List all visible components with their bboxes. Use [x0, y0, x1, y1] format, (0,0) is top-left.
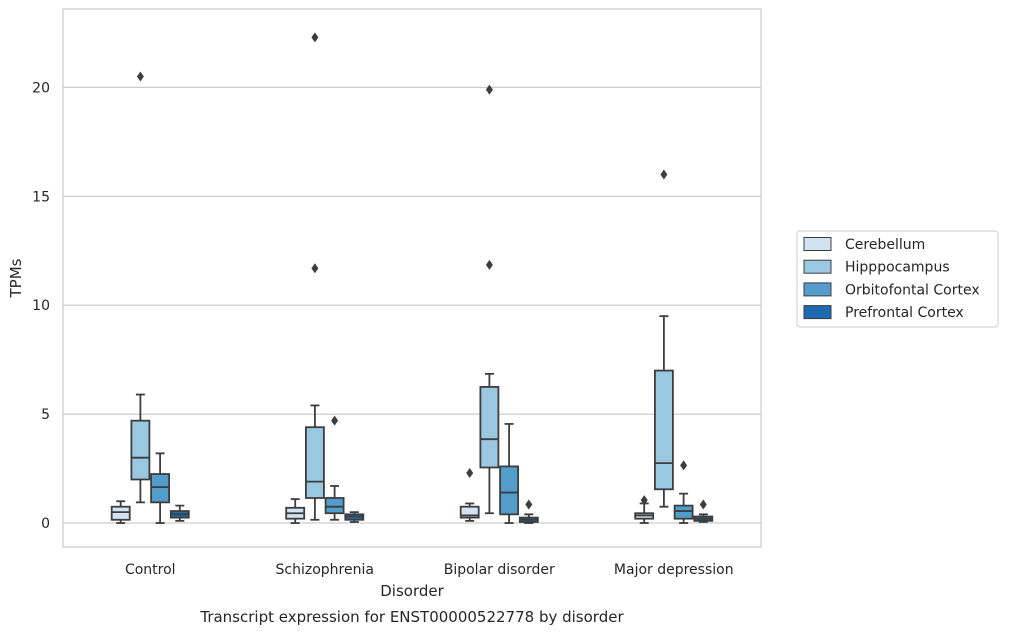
box-orbitofontal-cortex — [150, 452, 171, 524]
plot-frame — [62, 8, 762, 548]
box-body — [459, 505, 480, 519]
outlier-point — [311, 263, 319, 274]
x-axis-label: Disorder — [380, 582, 444, 600]
legend-label: Orbitofontal Cortex — [845, 282, 980, 298]
outlier-point — [136, 71, 144, 82]
x-tick-label: Control — [125, 562, 176, 578]
box-hipppocampus — [130, 71, 151, 504]
y-tick-label: 0 — [41, 516, 50, 532]
box-body — [324, 497, 345, 515]
outlier-point — [485, 259, 493, 270]
outlier-point — [699, 499, 707, 510]
box-body — [150, 473, 171, 504]
box-hipppocampus — [479, 84, 500, 515]
box-orbitofontal-cortex — [499, 423, 520, 524]
legend-label: Hipppocampus — [845, 260, 950, 276]
legend-swatch — [803, 282, 832, 297]
x-tick-label: Major depression — [614, 562, 734, 578]
box-prefrontal-cortex — [693, 499, 714, 523]
outlier-point — [331, 415, 339, 426]
box-body — [479, 386, 500, 469]
box-cerebellum — [459, 467, 480, 522]
box-prefrontal-cortex — [518, 499, 539, 524]
legend-swatch — [803, 305, 832, 320]
x-tick-label: Schizophrenia — [276, 562, 374, 578]
box-cerebellum — [110, 500, 131, 524]
box-body — [110, 505, 131, 521]
box-hipppocampus — [304, 32, 325, 521]
legend: Cerebellum Hipppocampus Orbitofontal Corte… — [796, 230, 999, 328]
box-orbitofontal-cortex — [324, 415, 345, 521]
y-tick-label: 20 — [32, 80, 50, 96]
box-body — [654, 369, 674, 491]
box-cerebellum — [285, 498, 306, 524]
outlier-point — [311, 32, 319, 43]
y-tick-label: 15 — [32, 189, 50, 205]
outlier-point — [680, 460, 688, 471]
y-tick-labels: 0 5 10 15 20 — [32, 80, 50, 532]
y-tick-label: 5 — [41, 407, 50, 423]
outlier-point — [466, 467, 474, 478]
box-cerebellum — [634, 495, 655, 524]
legend-swatch — [803, 259, 832, 274]
legend-label: Cerebellum — [845, 237, 925, 253]
legend-swatch — [803, 237, 832, 251]
boxes — [110, 32, 714, 524]
box-hipppocampus — [654, 169, 674, 508]
outlier-point — [660, 169, 668, 180]
y-axis-label: TPMs — [7, 258, 25, 298]
box-prefrontal-cortex — [344, 511, 365, 523]
box-body — [130, 419, 151, 481]
box-body — [673, 504, 694, 520]
box-body — [304, 426, 325, 499]
box-body — [499, 465, 520, 516]
outlier-point — [640, 495, 648, 506]
x-tick-labels: Control Schizophrenia Bipolar disorder Majo… — [125, 562, 734, 578]
box-prefrontal-cortex — [169, 504, 190, 522]
outlier-point — [525, 499, 533, 510]
chart-title: Transcript expression for ENST0000052277… — [199, 608, 624, 626]
x-tick-label: Bipolar disorder — [444, 562, 555, 578]
legend-label: Prefrontal Cortex — [845, 305, 964, 321]
y-tick-label: 10 — [32, 298, 50, 314]
outlier-point — [485, 84, 493, 95]
legend-frame — [796, 230, 999, 328]
box-orbitofontal-cortex — [673, 460, 694, 524]
